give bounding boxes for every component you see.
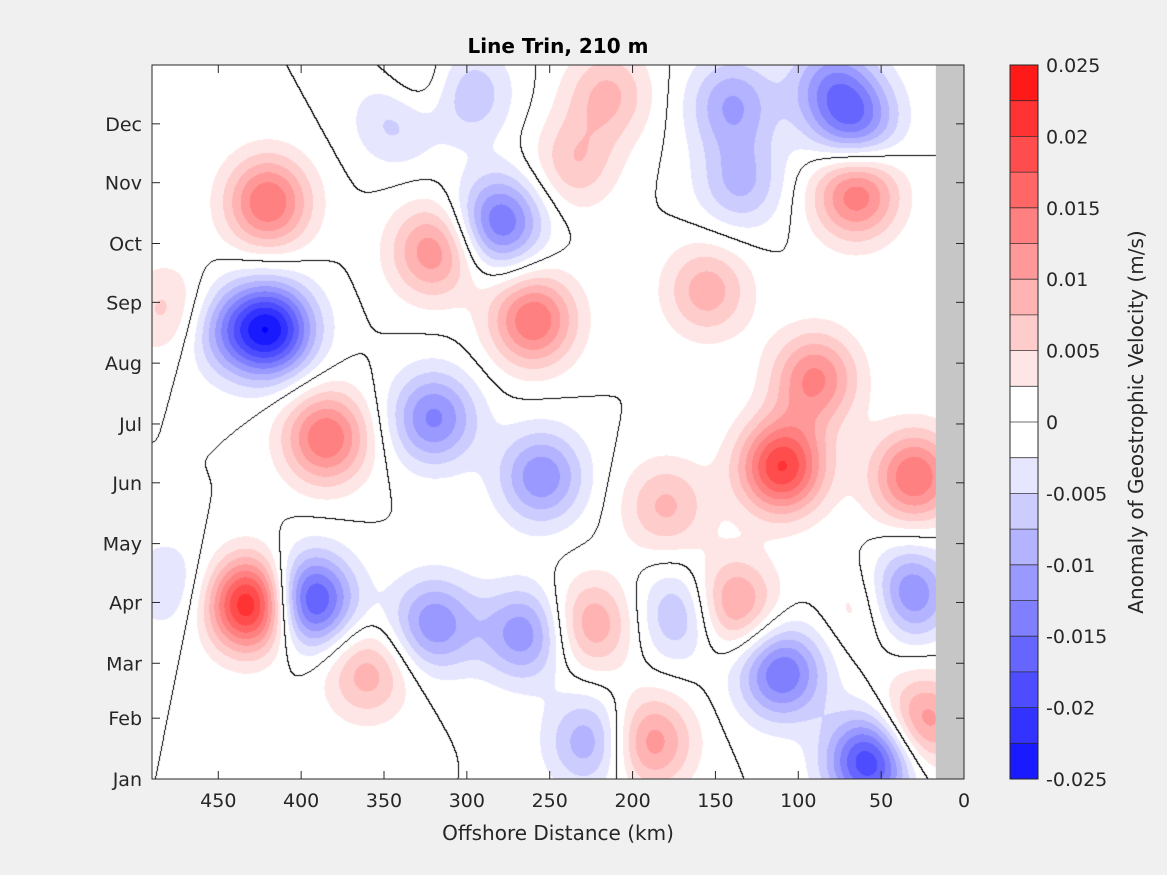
y-ticks: Jan Feb Mar Apr May Jun Jul Aug Sep Oct Nov Dec bbox=[103, 114, 964, 791]
colorbar-band bbox=[1010, 671, 1038, 708]
colorbar-band bbox=[1010, 172, 1038, 208]
colorbar-tick-label: -0.025 bbox=[1046, 769, 1107, 791]
no-data-region bbox=[935, 65, 964, 779]
colorbar-label: Anomaly of Geostrophic Velocity (m/s) bbox=[1124, 230, 1148, 613]
colorbar-tick-label: -0.02 bbox=[1046, 698, 1095, 720]
x-tick-label: 300 bbox=[449, 790, 485, 812]
x-tick-label: 400 bbox=[283, 790, 319, 812]
colorbar-band bbox=[1010, 314, 1038, 351]
colorbar-frame bbox=[1009, 64, 1039, 780]
x-tick-label: 200 bbox=[614, 790, 650, 812]
colorbar-band bbox=[1010, 65, 1038, 101]
y-tick-label: Jun bbox=[111, 473, 142, 495]
colorbar-tick-label: 0.02 bbox=[1046, 126, 1088, 148]
colorbar-tick-label: 0.005 bbox=[1046, 341, 1100, 363]
velocity-anomaly-field bbox=[152, 65, 964, 779]
x-tick-label: 250 bbox=[532, 790, 568, 812]
colorbar-band bbox=[1010, 636, 1038, 672]
x-tick-label: 100 bbox=[780, 790, 816, 812]
y-tick-label: Jul bbox=[118, 414, 142, 436]
colorbar-band bbox=[1010, 457, 1038, 494]
y-tick-label: Nov bbox=[105, 173, 142, 195]
colorbar-band bbox=[1010, 600, 1038, 637]
y-tick-label: Mar bbox=[106, 653, 142, 675]
colorbar-tick-label: 0 bbox=[1046, 412, 1058, 434]
colorbar-tick-label: 0.01 bbox=[1046, 269, 1088, 291]
x-tick-label: 150 bbox=[697, 790, 733, 812]
colorbar-tick-label: -0.015 bbox=[1046, 626, 1107, 648]
colorbar-band bbox=[1010, 386, 1038, 422]
colorbar-band bbox=[1010, 564, 1038, 601]
y-tick-label: Sep bbox=[106, 292, 142, 314]
y-tick-label: Jan bbox=[112, 769, 142, 791]
colorbar-band bbox=[1010, 207, 1038, 244]
y-tick-label: May bbox=[103, 534, 142, 556]
colorbar-band bbox=[1010, 243, 1038, 280]
colorbar-band bbox=[1010, 350, 1038, 387]
colorbar-band bbox=[1010, 529, 1038, 565]
y-tick-label: Oct bbox=[109, 234, 142, 256]
y-tick-label: Apr bbox=[109, 592, 142, 614]
colorbar-band bbox=[1010, 100, 1038, 137]
colorbar-tick-label: 0.025 bbox=[1046, 55, 1100, 77]
colorbar-bands bbox=[1010, 65, 1038, 779]
colorbar-band bbox=[1010, 136, 1038, 173]
colorbar-tick-label: 0.015 bbox=[1046, 198, 1100, 220]
colorbar-tick-label: -0.005 bbox=[1046, 483, 1107, 505]
colorbar: 0.025 0.02 0.015 0.01 0.005 0 -0.005 -0.01 -0.01… bbox=[1009, 55, 1107, 791]
y-tick-label: Dec bbox=[105, 114, 142, 136]
x-ticks: 450 400 350 300 250 200 150 100 50 0 bbox=[200, 65, 970, 812]
plot-area: 450 400 350 300 250 200 150 100 50 0 Jan Feb Mar Apr… bbox=[103, 64, 970, 812]
colorbar-band bbox=[1010, 707, 1038, 744]
x-axis-label: Offshore Distance (km) bbox=[442, 821, 674, 845]
x-tick-label: 0 bbox=[958, 790, 970, 812]
y-tick-label: Aug bbox=[105, 353, 142, 375]
colorbar-ticks: 0.025 0.02 0.015 0.01 0.005 0 -0.005 -0.01 -0.01… bbox=[1046, 55, 1107, 791]
colorbar-band bbox=[1010, 422, 1038, 458]
colorbar-band bbox=[1010, 743, 1038, 779]
x-tick-label: 450 bbox=[200, 790, 236, 812]
x-tick-label: 350 bbox=[366, 790, 402, 812]
chart-title: Line Trin, 210 m bbox=[468, 34, 649, 58]
x-tick-label: 50 bbox=[869, 790, 893, 812]
colorbar-band bbox=[1010, 279, 1038, 315]
plot-frame bbox=[151, 64, 965, 780]
colorbar-tick-label: -0.01 bbox=[1046, 555, 1095, 577]
colorbar-band bbox=[1010, 493, 1038, 530]
y-tick-label: Feb bbox=[108, 708, 142, 730]
